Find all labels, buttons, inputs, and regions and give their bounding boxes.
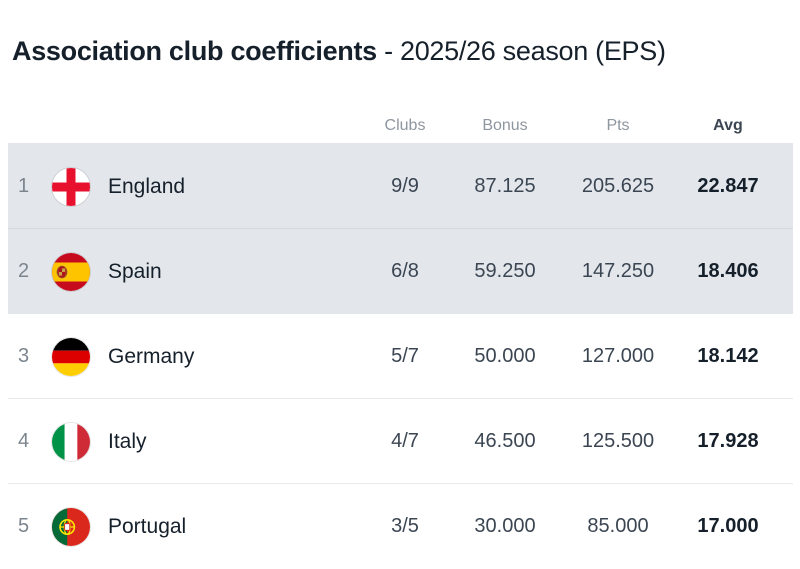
- header-pts[interactable]: Pts: [606, 116, 630, 134]
- row-pts: 85.000: [587, 515, 649, 537]
- row-bonus: 87.125: [474, 175, 536, 197]
- row-bonus: 30.000: [474, 515, 536, 537]
- row-flag: [52, 422, 100, 461]
- row-bonus: 59.250: [474, 260, 536, 282]
- row-pts: 147.250: [581, 260, 655, 282]
- row-clubs: 9/9: [391, 175, 419, 197]
- header-clubs[interactable]: Clubs: [384, 116, 426, 134]
- page-title-main: Association club coefficients: [12, 36, 377, 66]
- row-association: Germany: [108, 344, 195, 368]
- table-row[interactable]: 2 Spain 6/8 59.2: [8, 229, 793, 319]
- row-pts: 205.625: [581, 175, 655, 197]
- row-avg: 17.000: [697, 515, 759, 537]
- row-flag: [52, 337, 100, 376]
- row-flag: [52, 167, 100, 206]
- row-clubs: 3/5: [391, 515, 419, 537]
- row-avg: 18.142: [697, 345, 759, 367]
- row-rank: 1: [18, 175, 30, 197]
- row-clubs: 4/7: [391, 430, 419, 452]
- row-rank: 4: [18, 430, 30, 452]
- table-header-row: Clubs Bonus Pts Avg: [8, 108, 793, 144]
- flag-portugal-icon: [52, 507, 90, 546]
- table-row[interactable]: 5 Portugal 3/5 30.000 85.000 17.000: [8, 484, 793, 569]
- coefficients-table: Clubs Bonus Pts Avg 1 England 9/9 87.125…: [8, 108, 793, 569]
- table-row[interactable]: 4 Italy 4/7 46.500 125.500 17.928: [8, 399, 793, 484]
- row-association: England: [108, 174, 186, 198]
- flag-england-icon: [52, 167, 90, 206]
- row-rank: 3: [18, 345, 30, 367]
- page-title-subtitle: - 2025/26 season (EPS): [376, 36, 666, 66]
- row-rank: 2: [18, 260, 30, 282]
- header-bonus[interactable]: Bonus: [482, 116, 528, 134]
- flag-germany-icon: [52, 337, 90, 376]
- row-flag: [52, 507, 100, 546]
- row-clubs: 5/7: [391, 345, 419, 367]
- row-association: Portugal: [108, 514, 187, 538]
- row-flag: [52, 252, 100, 291]
- table-row[interactable]: 3 Germany 5/7 50.000 127.000 18.142: [8, 314, 793, 399]
- row-bonus: 46.500: [474, 430, 536, 452]
- row-rank: 5: [18, 515, 30, 537]
- row-avg: 18.406: [697, 260, 759, 282]
- flag-spain-icon: [52, 252, 90, 291]
- row-pts: 127.000: [581, 345, 655, 367]
- row-avg: 22.847: [697, 175, 759, 197]
- row-bonus: 50.000: [474, 345, 536, 367]
- header-avg[interactable]: Avg: [713, 116, 743, 134]
- row-avg: 17.928: [697, 430, 759, 452]
- flag-italy-icon: [52, 422, 90, 461]
- page-title: Association club coefficients - 2025/26 …: [12, 34, 666, 68]
- row-clubs: 6/8: [391, 260, 419, 282]
- table-row[interactable]: 1 England 9/9 87.125 205.625 22.847: [8, 144, 793, 229]
- association-coefficients-page: Association club coefficients - 2025/26 …: [8, 34, 793, 546]
- row-association: Spain: [108, 259, 162, 283]
- row-pts: 125.500: [581, 430, 655, 452]
- row-association: Italy: [108, 429, 147, 453]
